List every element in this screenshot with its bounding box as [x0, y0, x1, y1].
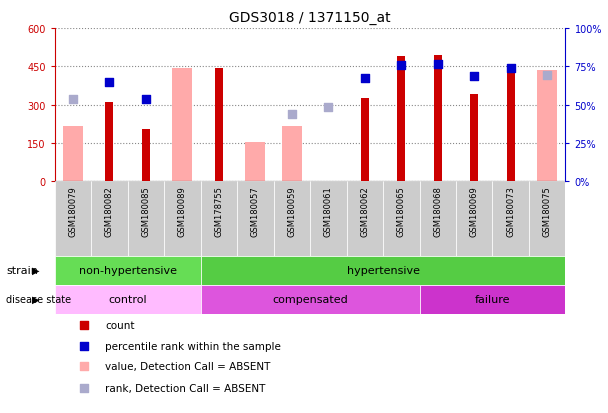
Bar [310, 182, 347, 256]
Bar [105, 103, 114, 182]
Text: disease state: disease state [6, 294, 71, 304]
Point [323, 104, 333, 111]
Bar [142, 130, 150, 182]
Bar [456, 182, 492, 256]
Text: GSM180085: GSM180085 [142, 185, 150, 236]
Text: count: count [105, 320, 135, 330]
Text: failure: failure [475, 294, 510, 304]
Text: GSM180079: GSM180079 [69, 185, 77, 236]
Text: GSM180082: GSM180082 [105, 185, 114, 236]
Bar [274, 182, 310, 256]
Text: GSM180075: GSM180075 [543, 185, 551, 236]
Bar [361, 99, 369, 182]
Bar [55, 256, 201, 285]
Text: GSM178755: GSM178755 [215, 185, 223, 236]
Text: value, Detection Call = ABSENT: value, Detection Call = ABSENT [105, 362, 271, 372]
Bar [55, 285, 201, 314]
Text: percentile rank within the sample: percentile rank within the sample [105, 341, 281, 351]
Point [141, 97, 151, 104]
Text: ▶: ▶ [32, 294, 40, 304]
Point [360, 75, 370, 82]
Text: control: control [108, 294, 147, 304]
Text: hypertensive: hypertensive [347, 266, 420, 275]
Bar [201, 256, 565, 285]
Bar [529, 182, 565, 256]
Bar [245, 142, 265, 182]
Text: GSM180065: GSM180065 [397, 185, 406, 236]
Text: GSM180068: GSM180068 [434, 185, 442, 236]
Bar [420, 285, 565, 314]
Bar [201, 182, 237, 256]
Bar [434, 56, 442, 182]
Bar [420, 182, 456, 256]
Text: GSM180073: GSM180073 [506, 185, 515, 236]
Text: GSM180061: GSM180061 [324, 185, 333, 236]
Text: rank, Detection Call = ABSENT: rank, Detection Call = ABSENT [105, 383, 266, 393]
Point [469, 74, 479, 81]
Point [287, 111, 297, 118]
Bar [172, 69, 192, 182]
Point [396, 62, 406, 69]
Text: GSM180059: GSM180059 [288, 185, 296, 236]
Point [542, 73, 552, 79]
Bar [55, 182, 91, 256]
Bar [282, 127, 302, 182]
Title: GDS3018 / 1371150_at: GDS3018 / 1371150_at [229, 11, 391, 25]
Bar [128, 182, 164, 256]
Bar [397, 57, 406, 182]
Bar [537, 71, 557, 182]
Text: ▶: ▶ [32, 266, 40, 275]
Point [506, 65, 516, 72]
Text: compensated: compensated [272, 294, 348, 304]
Bar [201, 285, 420, 314]
Text: GSM180069: GSM180069 [470, 185, 478, 236]
Bar [383, 182, 420, 256]
Bar [63, 127, 83, 182]
Text: GSM180057: GSM180057 [251, 185, 260, 236]
Bar [237, 182, 274, 256]
Bar [492, 182, 529, 256]
Bar [470, 95, 478, 182]
Text: non-hypertensive: non-hypertensive [78, 266, 177, 275]
Bar [91, 182, 128, 256]
Bar [215, 69, 223, 182]
Text: GSM180062: GSM180062 [361, 185, 369, 236]
Bar [347, 182, 383, 256]
Text: GSM180089: GSM180089 [178, 185, 187, 236]
Point [68, 97, 78, 104]
Text: strain: strain [6, 266, 38, 275]
Bar [506, 69, 515, 182]
Point [105, 79, 114, 86]
Bar [164, 182, 201, 256]
Point [433, 61, 443, 68]
